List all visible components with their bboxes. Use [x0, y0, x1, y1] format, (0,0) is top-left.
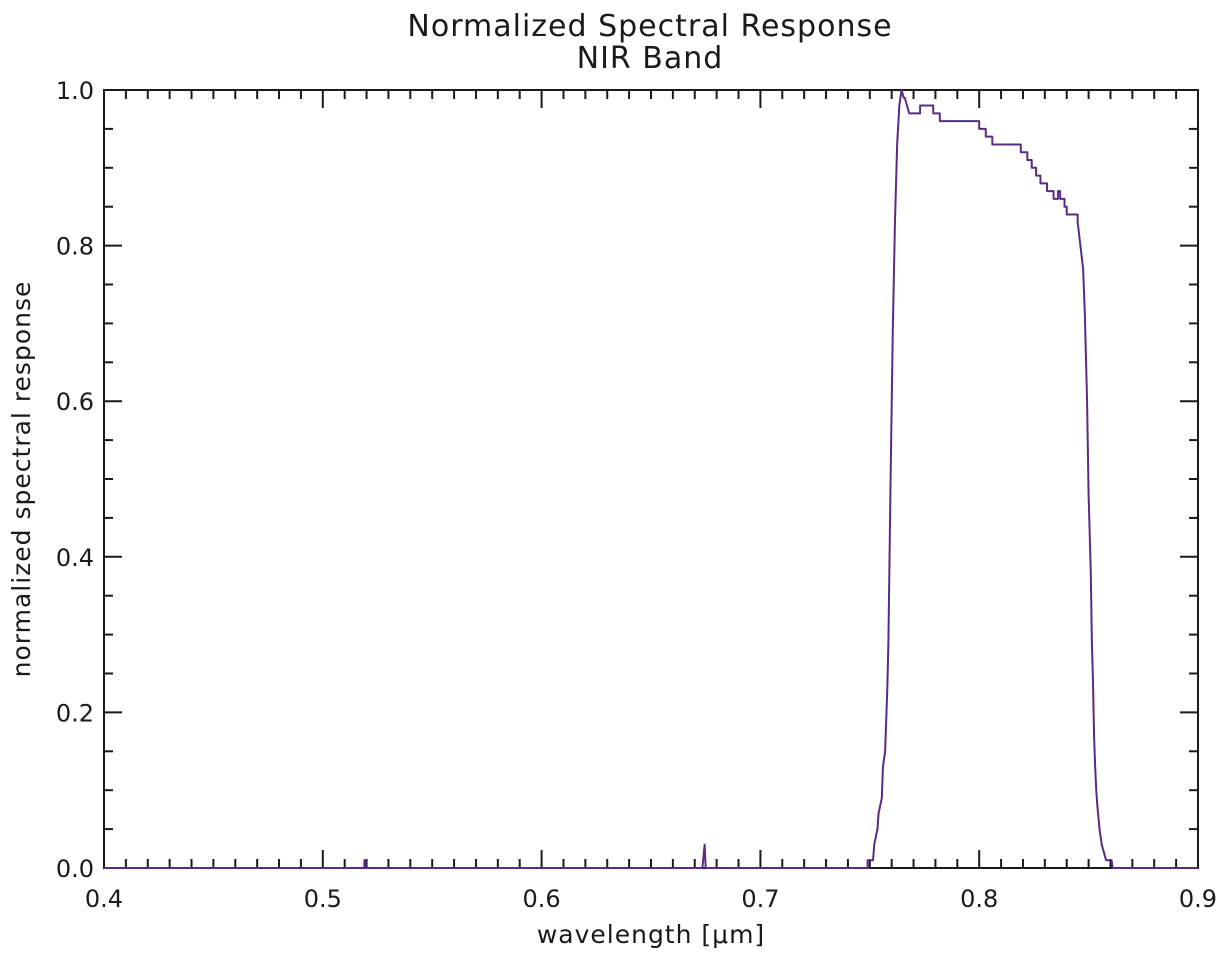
plot-frame — [103, 89, 1199, 869]
chart-subtitle: NIR Band — [577, 41, 724, 76]
chart-title: Normalized Spectral Response — [407, 9, 892, 44]
y-tick-labels: 0.0 0.2 0.4 0.6 0.8 1.0 — [56, 77, 94, 883]
y-tick-label: 0.2 — [56, 699, 94, 727]
y-tick-label: 0.6 — [56, 388, 94, 416]
y-tick-label: 0.0 — [56, 855, 94, 883]
axis-ticks — [103, 89, 1199, 869]
x-tick-label: 0.9 — [1179, 885, 1217, 913]
series-line — [104, 89, 1198, 869]
x-axis-label: wavelength [μm] — [537, 920, 765, 949]
x-tick-labels: 0.4 0.5 0.6 0.7 0.8 0.9 — [85, 885, 1217, 913]
x-tick-label: 0.7 — [741, 885, 779, 913]
y-axis-label: normalized spectral response — [7, 281, 36, 678]
x-tick-label: 0.5 — [304, 885, 342, 913]
y-tick-label: 1.0 — [56, 77, 94, 105]
x-tick-label: 0.4 — [85, 885, 123, 913]
x-tick-label: 0.6 — [523, 885, 561, 913]
y-tick-label: 0.8 — [56, 233, 94, 261]
x-tick-label: 0.8 — [960, 885, 998, 913]
y-tick-label: 0.4 — [56, 544, 94, 572]
